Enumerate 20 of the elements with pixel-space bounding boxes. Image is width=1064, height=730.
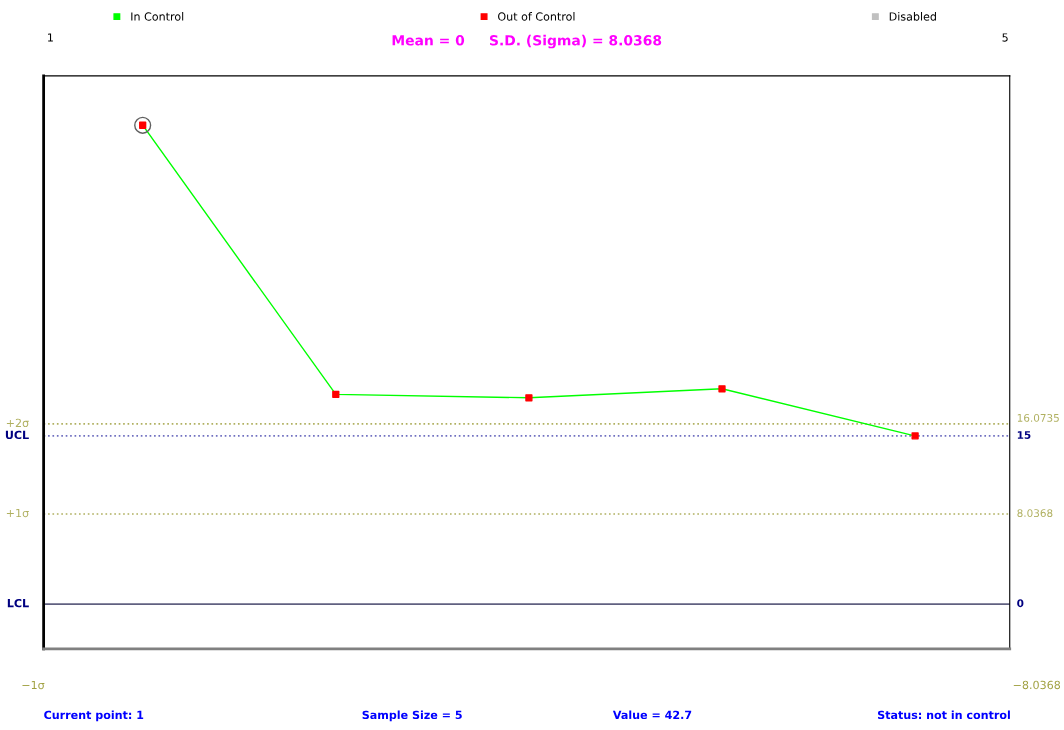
text: 5 bbox=[1002, 33, 1008, 42]
text: −8.0368 bbox=[1013, 680, 1061, 690]
text: Status: not in control bbox=[877, 710, 1010, 720]
text: −1σ bbox=[22, 680, 45, 690]
y-tick-label: 8.0368 bbox=[1017, 509, 1053, 518]
ref-line-label: +2σ bbox=[6, 418, 29, 428]
y-tick-label: 15 bbox=[1017, 431, 1031, 439]
ref-line-label: UCL bbox=[5, 430, 29, 440]
text: Sample Size = 5 bbox=[362, 710, 462, 722]
legend-label: Out of Control bbox=[498, 12, 575, 21]
y-tick-label: 0 bbox=[1017, 599, 1024, 608]
text: Current point: 1 bbox=[44, 710, 144, 722]
text: 1 bbox=[48, 33, 53, 42]
legend-label: In Control bbox=[131, 12, 184, 21]
chart-title: Mean = 0 S.D. (Sigma) = 8.0368 bbox=[392, 34, 662, 49]
ref-line-label: LCL bbox=[7, 598, 29, 608]
legend-label: Disabled bbox=[889, 12, 936, 21]
y-tick-label: 16.0735 bbox=[1017, 413, 1059, 422]
ref-line-label: +1σ bbox=[6, 508, 29, 518]
text: Value = 42.7 bbox=[612, 710, 692, 720]
